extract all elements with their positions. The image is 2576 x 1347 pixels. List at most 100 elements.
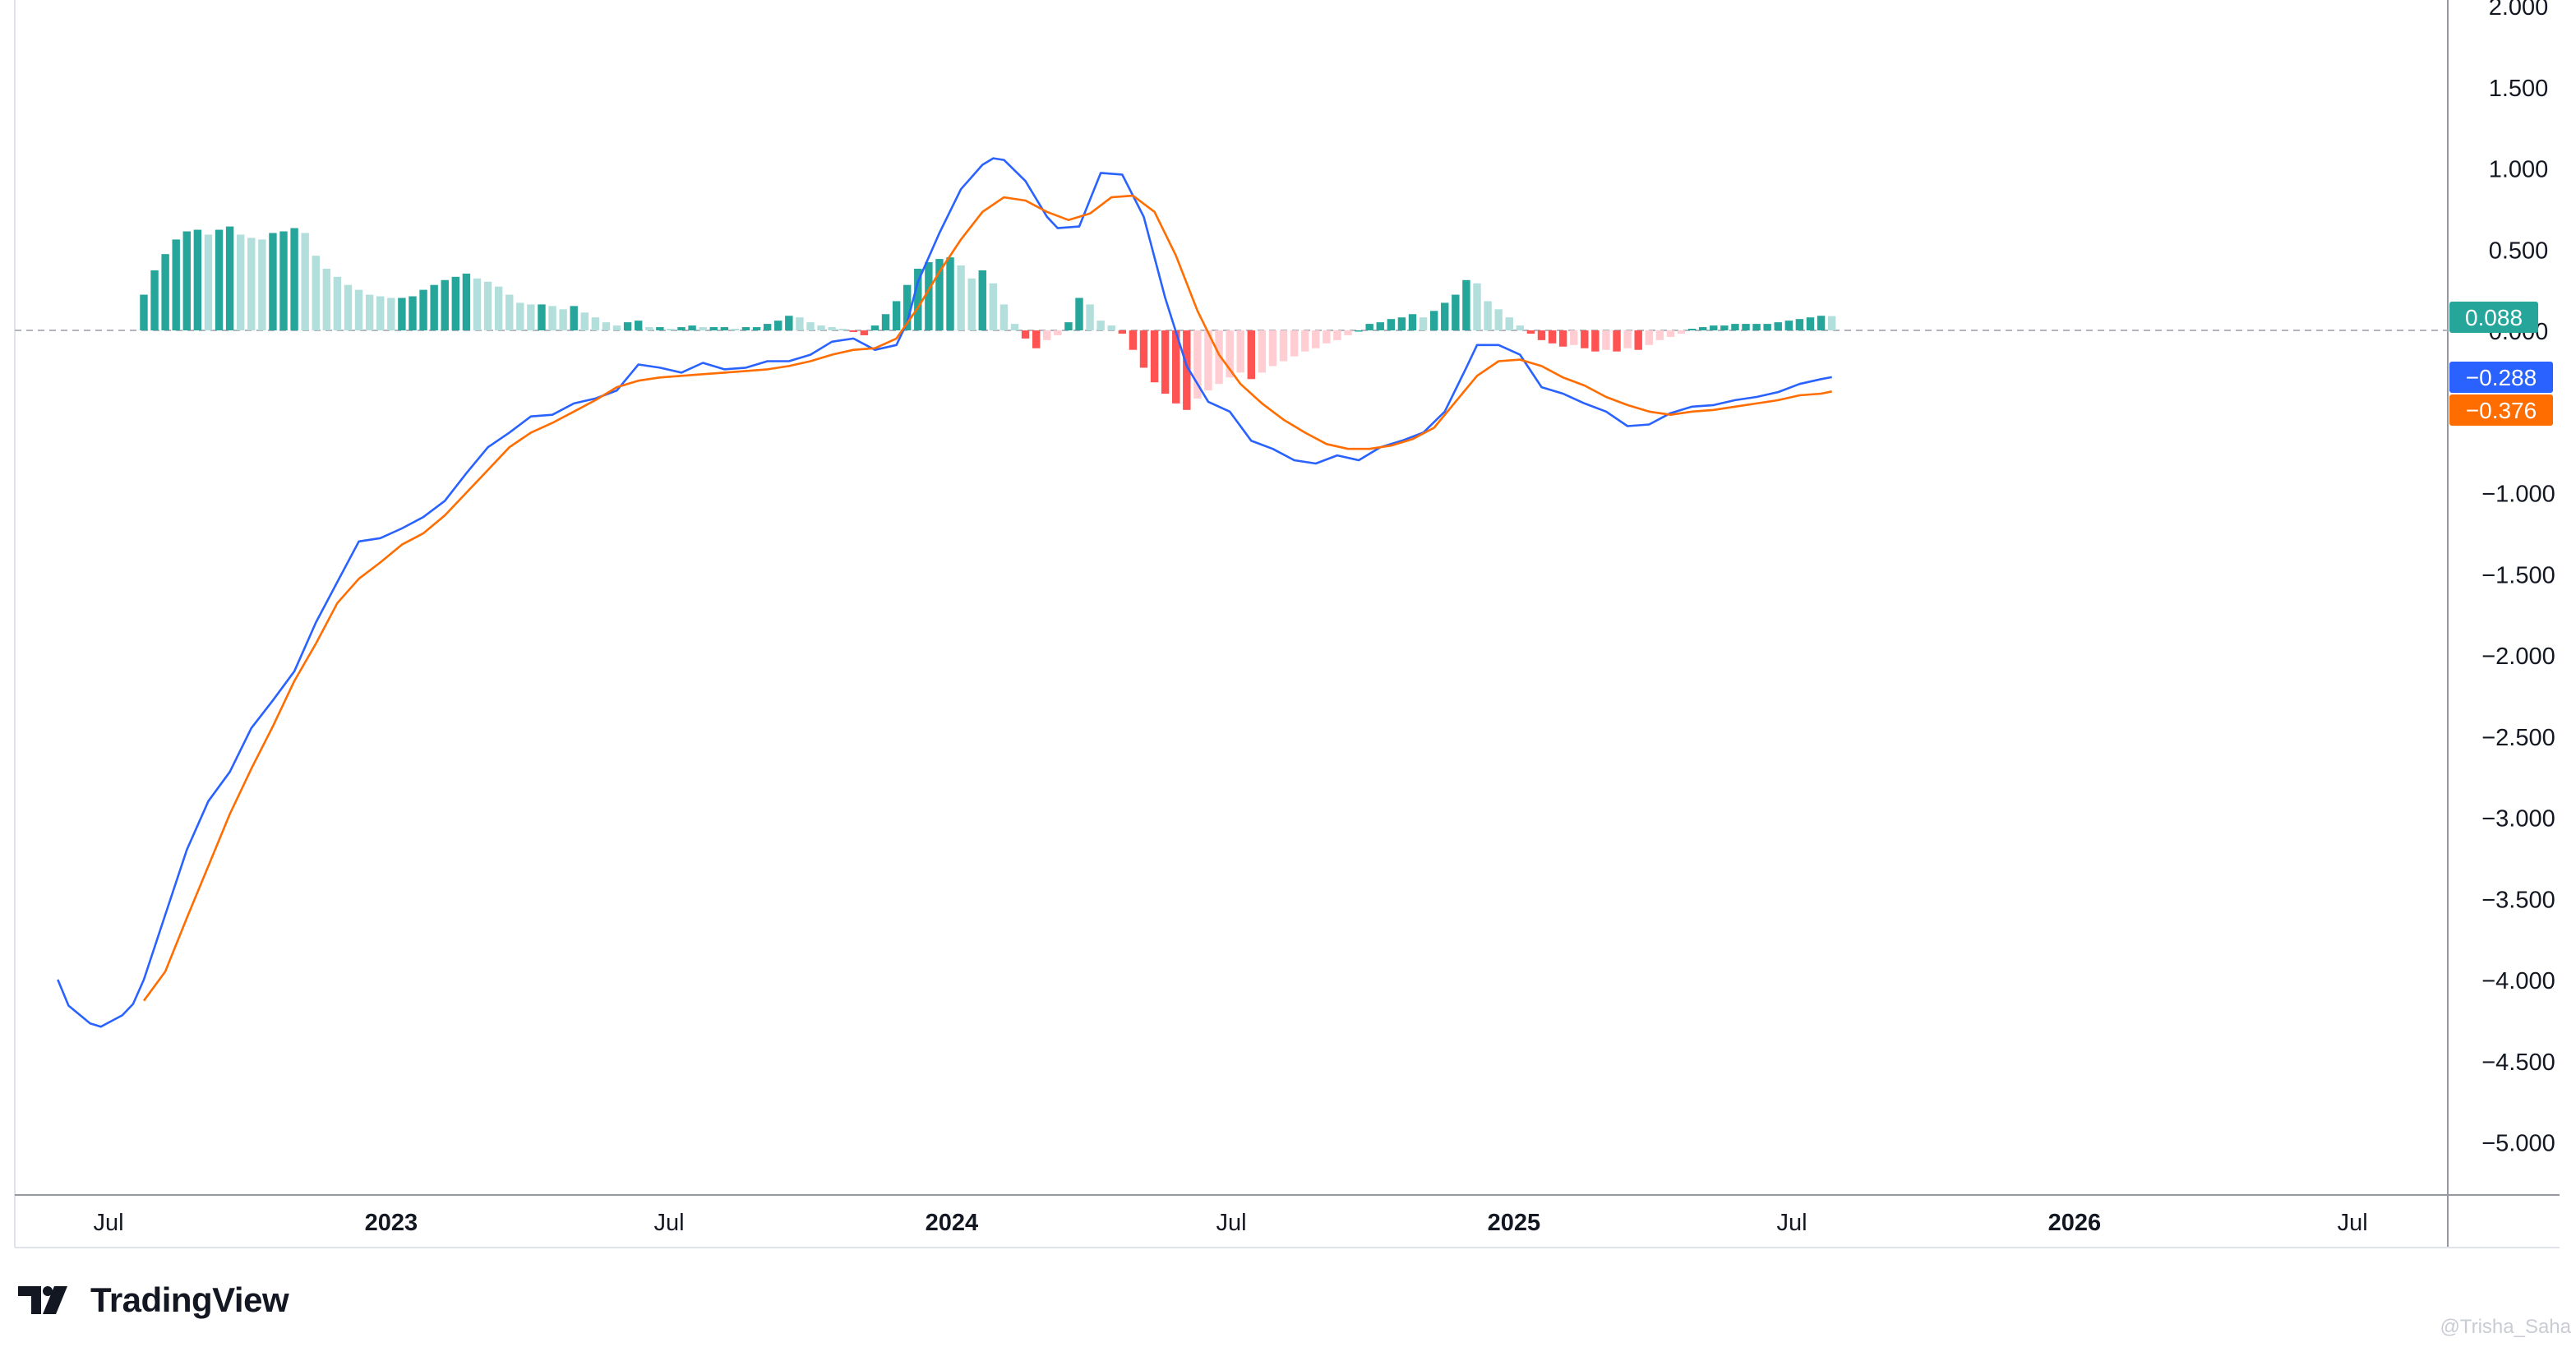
histogram-bar [506,294,514,330]
histogram-bar [1204,330,1212,391]
histogram-bar [193,229,202,330]
y-tick-label: −1.000 [2481,482,2555,508]
histogram-bar [140,294,148,330]
histogram-bar [677,327,686,330]
y-tick-label: −3.500 [2481,887,2555,913]
histogram-bar [1236,330,1244,373]
macd-line [57,157,1832,1028]
price-axis: 2.0001.5001.0000.5000.000−1.000−1.500−2.… [2481,0,2555,1157]
histogram-bar [269,233,277,330]
histogram-bar [591,317,600,330]
x-tick-label: 2026 [2048,1210,2102,1236]
histogram-bar [967,278,976,330]
tradingview-logo-icon [18,1286,67,1314]
y-tick-label: −1.500 [2481,562,2555,588]
histogram-bar [1677,330,1686,334]
histogram-bar [409,296,417,330]
histogram-bar [344,284,353,330]
histogram-bar [656,327,664,330]
histogram-bar [1795,319,1804,330]
histogram-bar [1581,330,1589,348]
histogram-bar [1086,304,1094,330]
y-tick-label: 1.000 [2489,157,2549,183]
histogram-bar [1054,330,1062,335]
histogram-bar [731,329,740,330]
chart-frame [14,0,2560,1248]
histogram-bar [161,254,169,330]
histogram-bar [1687,329,1697,330]
histogram-bar [1096,321,1105,330]
histogram-bar [1763,324,1771,330]
histogram-bar [398,298,406,330]
histogram-bar [763,324,772,330]
histogram-bar [290,228,298,330]
histogram-bar [914,268,922,330]
histogram-bar [1655,330,1664,340]
x-tick-label: 2025 [1488,1210,1541,1236]
x-tick-label: Jul [2338,1210,2368,1236]
histogram-bar [150,270,159,330]
brand-name: TradingView [90,1280,289,1319]
histogram-bar [925,262,933,330]
histogram-bar [258,239,266,330]
histogram-bar [612,325,621,330]
histogram-bar [538,304,546,330]
histogram-bar [1505,317,1513,330]
histogram-bar [785,316,793,330]
histogram-bar [892,301,901,330]
author-watermark: @Trisha_Saha [2440,1316,2571,1338]
last-value-badge [2449,302,2538,333]
signal-line [142,194,1832,1002]
histogram-bar [688,325,696,330]
histogram-bar [1645,330,1653,345]
histogram-bar [946,257,954,330]
histogram-bar [1666,330,1675,337]
time-axis: Jul 2023 Jul 2024 Jul 2025 Jul 2026 Jul [93,1210,2367,1236]
histogram-bar [1139,330,1148,368]
histogram-bar [1558,330,1567,347]
x-tick-label: Jul [1777,1210,1807,1236]
histogram-bar [1397,317,1406,330]
histogram-bar [1312,330,1320,348]
histogram-bar [1731,324,1739,330]
histogram-bar [204,234,213,330]
histogram-bar [1774,322,1782,330]
x-tick-label: Jul [1216,1210,1246,1236]
histogram-bar [333,276,342,330]
histogram-bar [312,256,320,330]
histogram-bar [1043,330,1051,340]
y-tick-label: −4.000 [2481,968,2555,994]
histogram-bar [1172,330,1180,404]
y-tick-label: −3.000 [2481,806,2555,833]
histogram-bar [516,302,524,330]
histogram-bar [709,327,718,330]
histogram-bar [602,322,611,330]
histogram-bar [1365,324,1373,330]
histogram-bar [870,325,879,330]
histogram-bar [430,284,438,330]
histogram-bar [322,268,331,330]
histogram-bar [1300,330,1309,352]
histogram-bar [494,286,503,330]
histogram-bar [1623,330,1632,348]
histogram-bar [1183,330,1191,410]
histogram-bar [1129,330,1138,350]
histogram-bar [838,329,847,330]
histogram-bar [1429,311,1438,330]
histogram-bar [1032,330,1041,348]
histogram-bar [1484,301,1492,330]
histogram-bar [279,231,288,330]
y-tick-label: 2.000 [2489,0,2549,21]
histogram-bar [978,270,986,330]
histogram-bar [1355,330,1363,332]
histogram-bar [365,294,374,330]
histogram-bar [1161,330,1170,394]
histogram-bar [1602,330,1610,350]
tradingview-brand[interactable]: TradingView [18,1275,289,1325]
histogram-bar [462,273,471,330]
histogram-bar [1268,330,1277,367]
y-tick-label: 0.500 [2489,238,2549,264]
histogram-bar [796,317,804,330]
histogram-bar [1150,330,1159,383]
histogram-bar [1333,330,1341,340]
